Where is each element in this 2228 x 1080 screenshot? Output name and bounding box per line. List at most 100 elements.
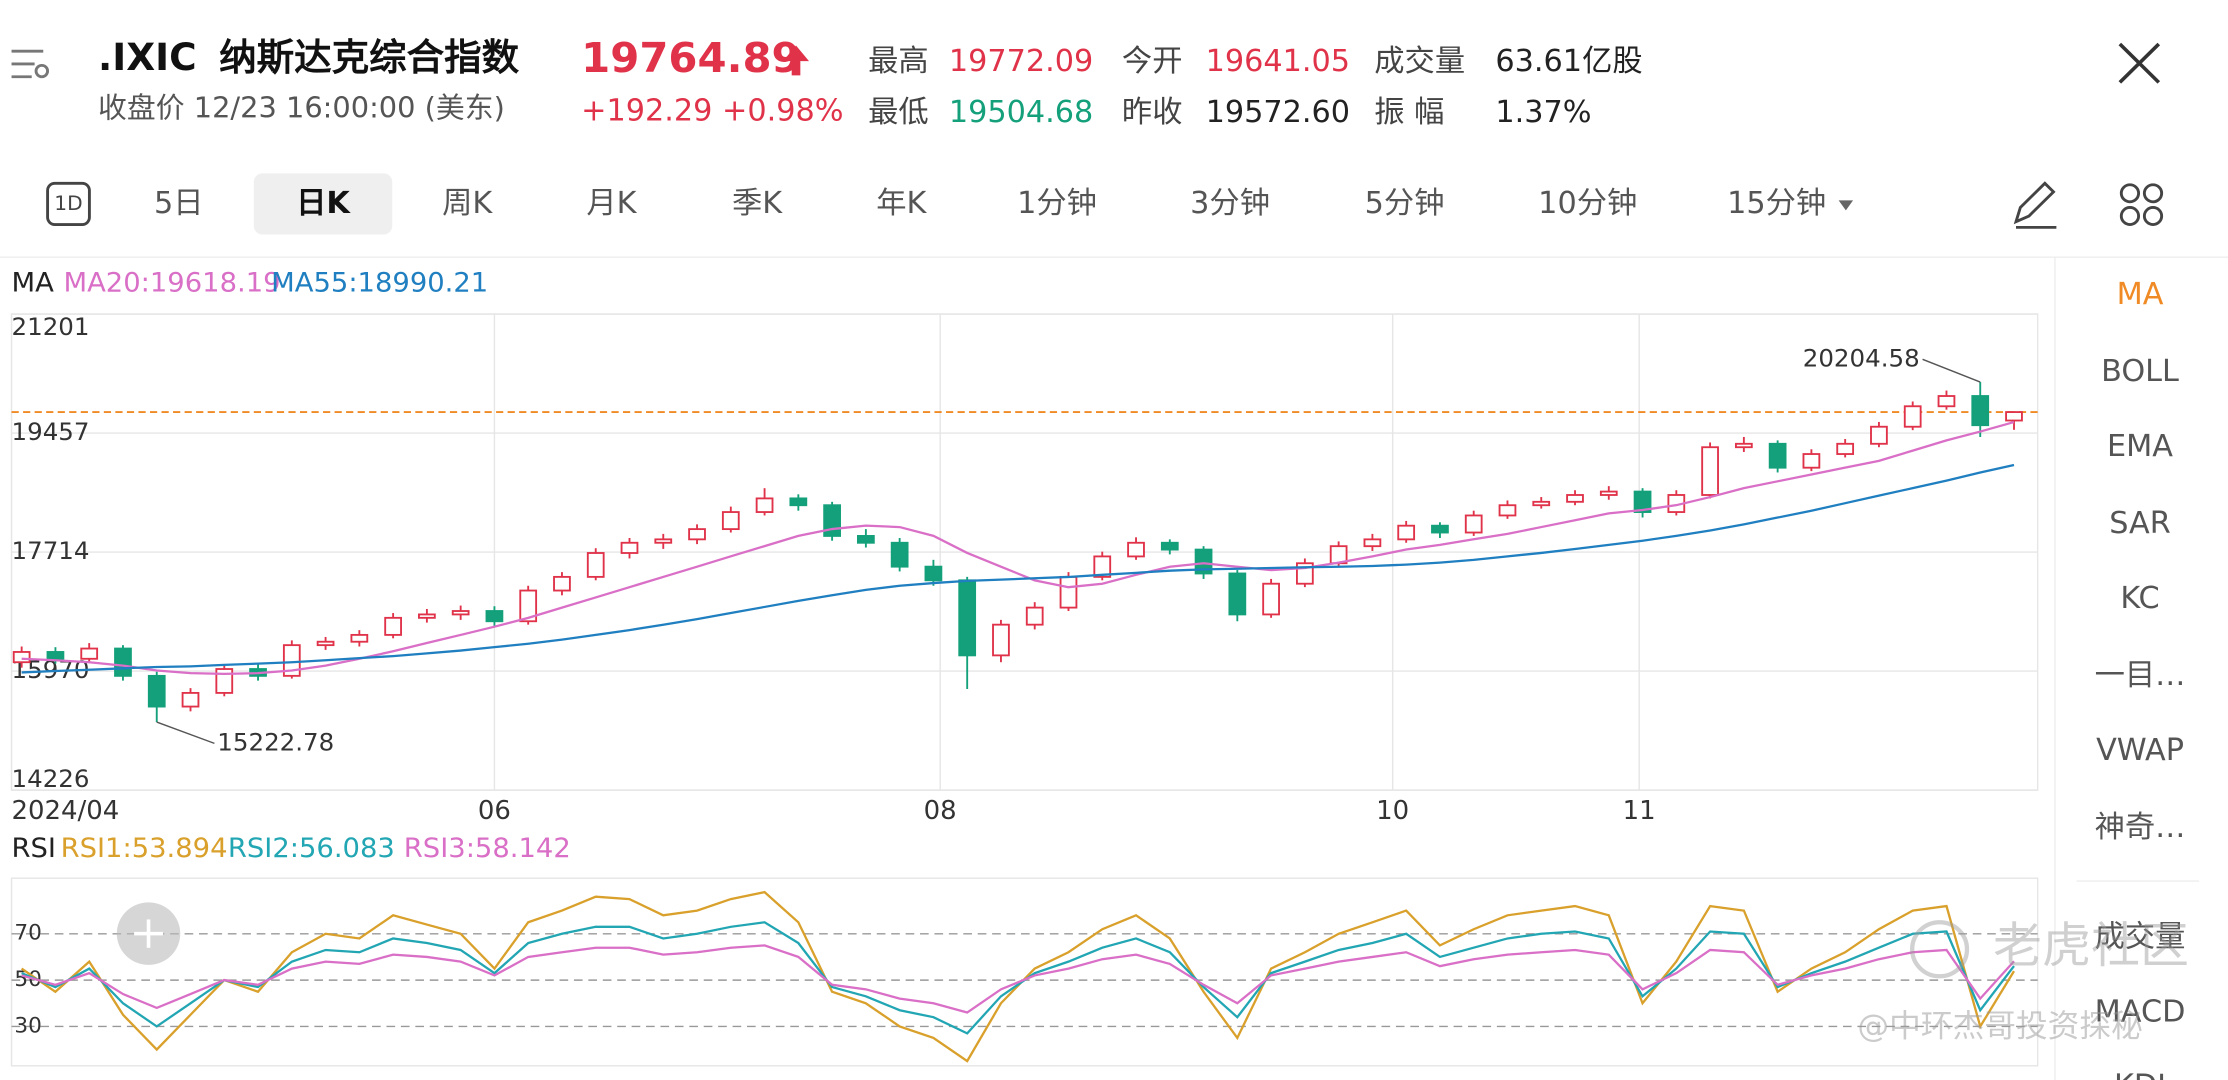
y-tick-label: 17714 (12, 536, 90, 565)
candle-body (418, 613, 436, 619)
candle-body (1768, 442, 1787, 469)
candle-body (181, 691, 200, 708)
y-tick-label: 21201 (12, 312, 90, 341)
dropdown-caret[interactable] (1838, 200, 1854, 211)
candle-body (114, 647, 132, 677)
candle-body (1397, 524, 1416, 541)
indicator[interactable]: 成交量 (2095, 920, 2186, 955)
candle-body (1532, 500, 1551, 507)
candle-body (1127, 541, 1145, 558)
tab[interactable]: 季K (732, 186, 783, 221)
indicator[interactable]: SAR (2109, 506, 2171, 541)
watermark-circle (1910, 920, 1970, 979)
candle-body (1431, 524, 1449, 534)
indicator[interactable]: KC (2120, 581, 2159, 616)
x-tick-label: 08 (924, 796, 957, 826)
annotation-leader (1922, 358, 1981, 383)
indicator[interactable]: 神奇… (2095, 810, 2186, 845)
annotation: 20204.58 (1803, 343, 1920, 372)
stat-value: 19504.68 (949, 95, 1093, 130)
legend-entry: MA55:18990.21 (271, 268, 488, 299)
candle-body (890, 541, 909, 568)
series-line (21, 921, 2015, 1035)
layout-icon[interactable] (2119, 183, 2164, 226)
watermark-author: @中环杰哥投资探秘 (1857, 1009, 2142, 1045)
candle-body (586, 552, 605, 578)
indicator[interactable]: KDJ (2114, 1069, 2166, 1080)
stat-value: 63.61亿股 (1495, 44, 1642, 79)
series-line (21, 420, 2015, 676)
candle-body (1734, 442, 1753, 449)
candle-body (992, 623, 1010, 657)
stat-value: 19772.09 (949, 44, 1093, 79)
candle-body (485, 610, 504, 623)
tab[interactable]: 15分钟 (1727, 186, 1826, 221)
x-tick-label: 11 (1623, 796, 1656, 826)
indicator[interactable]: VWAP (2096, 733, 2184, 768)
indicator[interactable]: EMA (2107, 429, 2173, 464)
candle-body (1701, 446, 1719, 496)
candle-body (1633, 490, 1652, 513)
series-line (21, 463, 2015, 674)
x-tick-label: 2024/04 (12, 796, 120, 826)
index-name: 纳斯达克综合指数 (219, 35, 520, 79)
y-tick-label: 19457 (12, 417, 90, 446)
candle-body (519, 589, 538, 623)
tab[interactable]: 5分钟 (1365, 186, 1445, 221)
candle-body (46, 651, 65, 660)
tab[interactable]: 3分钟 (1190, 186, 1270, 221)
up-arrow (783, 45, 810, 76)
tab[interactable]: 1分钟 (1017, 186, 1097, 221)
candle-body (654, 538, 673, 544)
candle-body (1194, 548, 1213, 575)
x-tick-label: 10 (1376, 796, 1409, 826)
indicator[interactable]: 一目… (2095, 658, 2186, 693)
stat-value: 19641.05 (1206, 44, 1350, 79)
candle-body (1802, 453, 1821, 469)
tab[interactable]: 10分钟 (1538, 186, 1637, 221)
series-line (21, 944, 2015, 1014)
draw-icon[interactable] (2013, 181, 2057, 229)
tab[interactable]: 年K (876, 186, 927, 221)
tab[interactable]: 周K (442, 186, 493, 221)
candle-body (384, 616, 402, 636)
candle-body (553, 575, 571, 592)
candle-body (282, 644, 301, 677)
candle-body (2005, 411, 2023, 422)
watermark-logo: 老虎社区 (1993, 918, 2189, 974)
candle-body (1363, 538, 1382, 548)
tab[interactable]: 日K (296, 186, 351, 221)
stat-label: 成交量 (1374, 44, 1465, 79)
stat-label: 最高 (868, 44, 929, 79)
candle-body (147, 674, 166, 708)
candle-body (1160, 541, 1179, 551)
indicator[interactable]: MA (2117, 277, 2164, 312)
candle-body (316, 640, 335, 647)
indicator[interactable]: MACD (2095, 995, 2186, 1030)
legend-entry: RSI2:56.083 (228, 833, 395, 864)
annotation: 15222.78 (217, 728, 334, 757)
stat-value: 1.37% (1495, 95, 1591, 130)
candle-body (1937, 395, 1956, 408)
series-line (20, 890, 2015, 1063)
stat-value: 19572.60 (1206, 95, 1350, 130)
candle-body (1059, 575, 1078, 609)
candle-body (789, 497, 808, 507)
tab[interactable]: 月K (586, 186, 637, 221)
selected-tab-bg (253, 173, 393, 235)
plot-frame (10, 877, 2039, 1067)
menu-icon[interactable] (11, 49, 50, 79)
candle-body (1262, 582, 1280, 616)
indicator[interactable]: BOLL (2101, 354, 2179, 389)
y-tick-label: 70 (14, 921, 42, 946)
tab[interactable]: 5日 (154, 186, 204, 221)
stat-label: 今开 (1122, 44, 1183, 79)
candle-body (1093, 555, 1112, 578)
price: 19764.89 (581, 33, 801, 82)
candle-body (1836, 442, 1855, 455)
tab-icon-box[interactable] (46, 181, 91, 226)
candle-body (1599, 490, 1618, 496)
close-button[interactable] (2118, 42, 2161, 84)
candle-body (80, 647, 99, 660)
candle-body (1464, 514, 1483, 534)
